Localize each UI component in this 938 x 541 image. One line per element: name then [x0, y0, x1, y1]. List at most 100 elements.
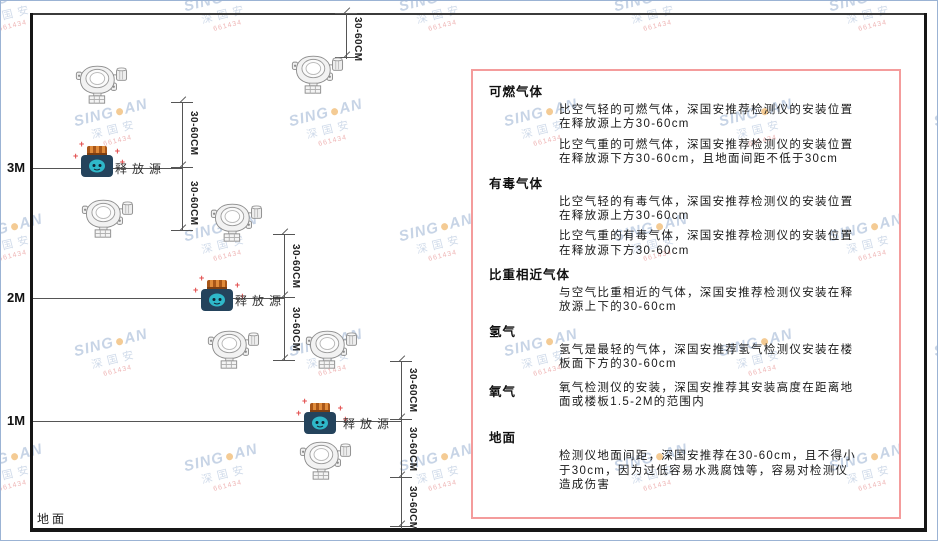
section-paragraph: 比空气轻的可燃气体，深国安推荐检测仪的安装位置在释放源上方30-60cm [559, 104, 854, 131]
watermark-dot-icon [115, 107, 124, 117]
watermark-dot-icon [870, 1, 879, 2]
watermark-dot-icon [10, 222, 19, 232]
watermark-code: 661434 [0, 19, 28, 33]
dimension-tick [390, 526, 412, 527]
section-paragraph: 比空气重的有毒气体，深国安推荐检测仪的安装位置在释放源下方30-60cm [559, 230, 854, 257]
dimension-label: 30-60CM [188, 181, 199, 226]
watermark-code: 661434 [642, 19, 673, 33]
watermark-dot-icon [440, 1, 449, 2]
panel-section: 比重相近气体 与空气比重相近的气体，深国安推荐检测仪安装在释放源上下的30-60c… [489, 264, 883, 315]
ceiling-line [31, 13, 927, 15]
panel-section: 有毒气体 比空气轻的有毒气体，深国安推荐检测仪的安装位置在释放源上方30-60cm… [489, 173, 883, 259]
dimension-label: 30-60CM [407, 486, 418, 531]
watermark-dot-icon [115, 337, 124, 347]
watermark-cn: 深国安 [415, 3, 465, 27]
watermark-code: 661434 [427, 249, 458, 263]
dimension-tick [273, 360, 295, 361]
section-paragraph: 检测仪地面间距，深国安推荐在30-60cm，且不得小于30cm，因为过低容易水溅… [559, 450, 857, 491]
watermark-code: 661434 [212, 19, 243, 33]
gas-detector-icon [81, 199, 134, 238]
section-body: 氧气检测仪的安装，深国安推荐其安装高度在距离地面或楼板1.5-2M的范围内 [559, 378, 883, 416]
release-source-icon: + + + + [73, 140, 125, 178]
release-source-icon: + + + + [193, 274, 245, 312]
dimension-line-1m [401, 362, 402, 529]
release-source-cap [310, 403, 330, 412]
scale-label-3m: 3M [7, 160, 26, 175]
gas-detector-icon [291, 55, 344, 94]
section-body: 检测仪地面间距，深国安推荐在30-60cm，且不得小于30cm，因为过低容易水溅… [489, 449, 883, 492]
spark-icon: + [239, 291, 245, 301]
watermark-code: 661434 [857, 19, 888, 33]
spark-icon: + [119, 157, 125, 167]
dimension-tick [390, 477, 412, 478]
dimension-line-ceiling [346, 14, 347, 59]
watermark-cn: 深国安 [415, 233, 465, 257]
spark-icon: + [337, 403, 343, 413]
dimension-tick [273, 234, 295, 235]
section-heading: 氧气 [489, 384, 517, 399]
section-heading: 可燃气体 [489, 85, 544, 99]
spark-icon: + [193, 285, 199, 295]
gas-detector-icon [210, 203, 263, 242]
spark-icon: + [234, 280, 240, 290]
dimension-tick [171, 102, 193, 103]
section-body: 比空气轻的有毒气体，深国安推荐检测仪的安装位置在释放源上方30-60cm 比空气重… [489, 195, 883, 259]
section-heading: 氢气 [489, 324, 517, 339]
spark-icon: + [114, 146, 120, 156]
panel-section: 地面 检测仪地面间距，深国安推荐在30-60cm，且不得小于30cm，因为过低容易… [489, 427, 883, 492]
dimension-label: 30-60CM [407, 427, 418, 472]
dimension-tick [273, 297, 295, 298]
section-body: 比空气轻的可燃气体，深国安推荐检测仪的安装位置在释放源上方30-60cm 比空气重… [489, 103, 883, 167]
release-source-face-icon [209, 293, 225, 307]
spark-icon: + [73, 151, 79, 161]
watermark-dot-icon [655, 1, 664, 2]
spark-icon: + [302, 396, 308, 406]
watermark-dot-icon [225, 1, 234, 2]
watermark-dot-icon [440, 222, 449, 232]
release-source-cap [87, 146, 107, 155]
release-source-body [201, 289, 233, 311]
watermark-cn: 深国安 [90, 348, 140, 372]
dimension-label: 30-60CM [352, 17, 363, 62]
section-paragraph: 氢气是最轻的气体，深国安推荐氢气检测仪安装在楼板面下方的30-60cm [559, 343, 854, 371]
height-line-1m [33, 421, 402, 422]
watermark-code: 661434 [0, 249, 28, 263]
right-wall-line [924, 13, 927, 532]
watermark-cn: 深国安 [0, 233, 35, 257]
dimension-tick [390, 361, 412, 362]
dimension-tick [171, 230, 193, 231]
height-line-2m [33, 298, 285, 299]
watermark-cn: 深国安 [305, 118, 355, 142]
spark-icon: + [199, 273, 205, 283]
watermark-cn: 深国安 [200, 3, 250, 27]
watermark-cn: 深国安 [200, 463, 250, 487]
section-paragraph: 比空气重的可燃气体，深国安推荐检测仪的安装位置在释放源下方30-60cm，且地面… [559, 138, 854, 166]
watermark-code: 661434 [212, 479, 243, 493]
watermark-dot-icon [225, 452, 234, 462]
dimension-label: 30-60CM [290, 307, 301, 352]
watermark-cn: 深国安 [630, 3, 680, 27]
release-source-label: 释放源 [343, 417, 395, 431]
watermark-code: 661434 [317, 134, 348, 148]
section-paragraph: 比空气轻的有毒气体，深国安推荐检测仪的安装位置在释放源上方30-60cm [559, 195, 854, 222]
ground-line [30, 528, 927, 532]
dimension-label: 30-60CM [188, 111, 199, 156]
dimension-label: 30-60CM [407, 368, 418, 413]
section-paragraph: 与空气比重相近的气体，深国安推荐检测仪安装在释放源上下的30-60cm [559, 287, 854, 314]
watermark-cn: 深国安 [90, 118, 140, 142]
